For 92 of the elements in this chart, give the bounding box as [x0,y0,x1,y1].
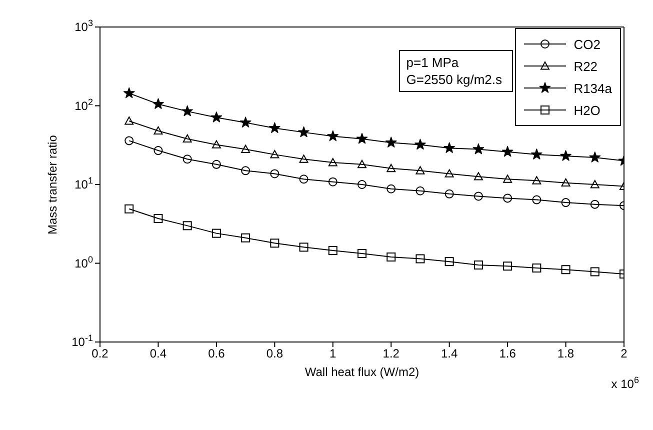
point [589,152,601,162]
x-tick-label: 0.8 [266,346,284,361]
point [124,136,134,146]
point [474,192,483,201]
point [298,126,310,138]
point [241,233,250,242]
point [270,238,280,248]
point [182,154,192,164]
point [385,136,397,148]
legend-label: R134a [574,80,612,96]
point [444,169,454,178]
point [386,164,396,172]
annotation: p=1 MPa [406,54,460,71]
point [212,228,221,238]
y-tick-label: 10$^{0}$ [74,254,93,270]
x-axis-title: Wall heat flux (W/m2) [304,365,420,379]
x-tick-label: 0.4 [150,346,167,361]
point [474,260,483,270]
point [503,262,512,271]
point [270,169,280,178]
point [386,252,396,262]
point [502,146,514,157]
x-tick-label: 0.6 [208,346,226,361]
point [416,254,425,264]
point [210,112,222,122]
y-tick-label: 10$^{2}$ [74,96,93,113]
y-tick-label: 10$^{1}$ [74,176,93,192]
point [124,116,134,125]
point [532,176,542,184]
point [444,189,454,198]
point [270,150,280,158]
x-tick-label: 0.2 [92,346,109,361]
point [212,140,221,148]
point [561,178,570,187]
point [560,150,572,161]
point [240,116,252,128]
point [590,180,600,188]
point [561,265,570,274]
point [472,143,484,154]
point [124,204,134,214]
point [590,200,600,209]
x-tick-label: 1 [330,346,337,361]
point [444,257,454,266]
point [532,264,542,273]
x-tick-label: 1.2 [382,346,400,361]
x-tick-label: 1.8 [557,346,574,361]
point [531,148,542,160]
point [416,166,425,174]
point [154,126,163,135]
point [532,195,542,204]
y-axis-title: Mass transfer ratio [45,134,60,234]
point [154,214,163,224]
point [503,194,512,203]
point [182,105,193,116]
point [414,138,426,150]
point [328,246,338,256]
legend-label: H2O [574,102,600,118]
point [241,166,250,176]
point [416,186,425,196]
point [358,160,366,168]
point [386,184,396,194]
y-tick-label: 10$^{3}$ [74,18,93,34]
point [503,174,512,183]
point [152,98,164,109]
point [299,154,308,163]
point [590,267,600,276]
point [154,146,163,156]
point [328,158,338,166]
y-tick-label: 10$^{-1}$ [72,333,93,349]
x-tick-label: 1.6 [499,346,516,361]
point [241,144,250,153]
point [444,142,455,153]
point [123,87,135,98]
point [212,160,221,169]
point [356,132,368,144]
x-tick-label: 2 [620,346,628,361]
point [327,130,339,142]
point [299,174,308,184]
point [182,221,192,230]
legend-label: CO2 [574,36,600,52]
point [299,242,308,252]
legend-label: R22 [574,58,598,74]
point [358,248,366,258]
point [474,172,483,180]
text: x 10$^{6}$ [611,375,639,391]
point [182,134,192,143]
point [358,180,366,189]
point [269,122,280,133]
point [328,177,338,186]
point [561,198,570,208]
x-tick-label: 1.4 [440,346,458,361]
annotation: G=2550 kg/m2.s [406,71,502,88]
